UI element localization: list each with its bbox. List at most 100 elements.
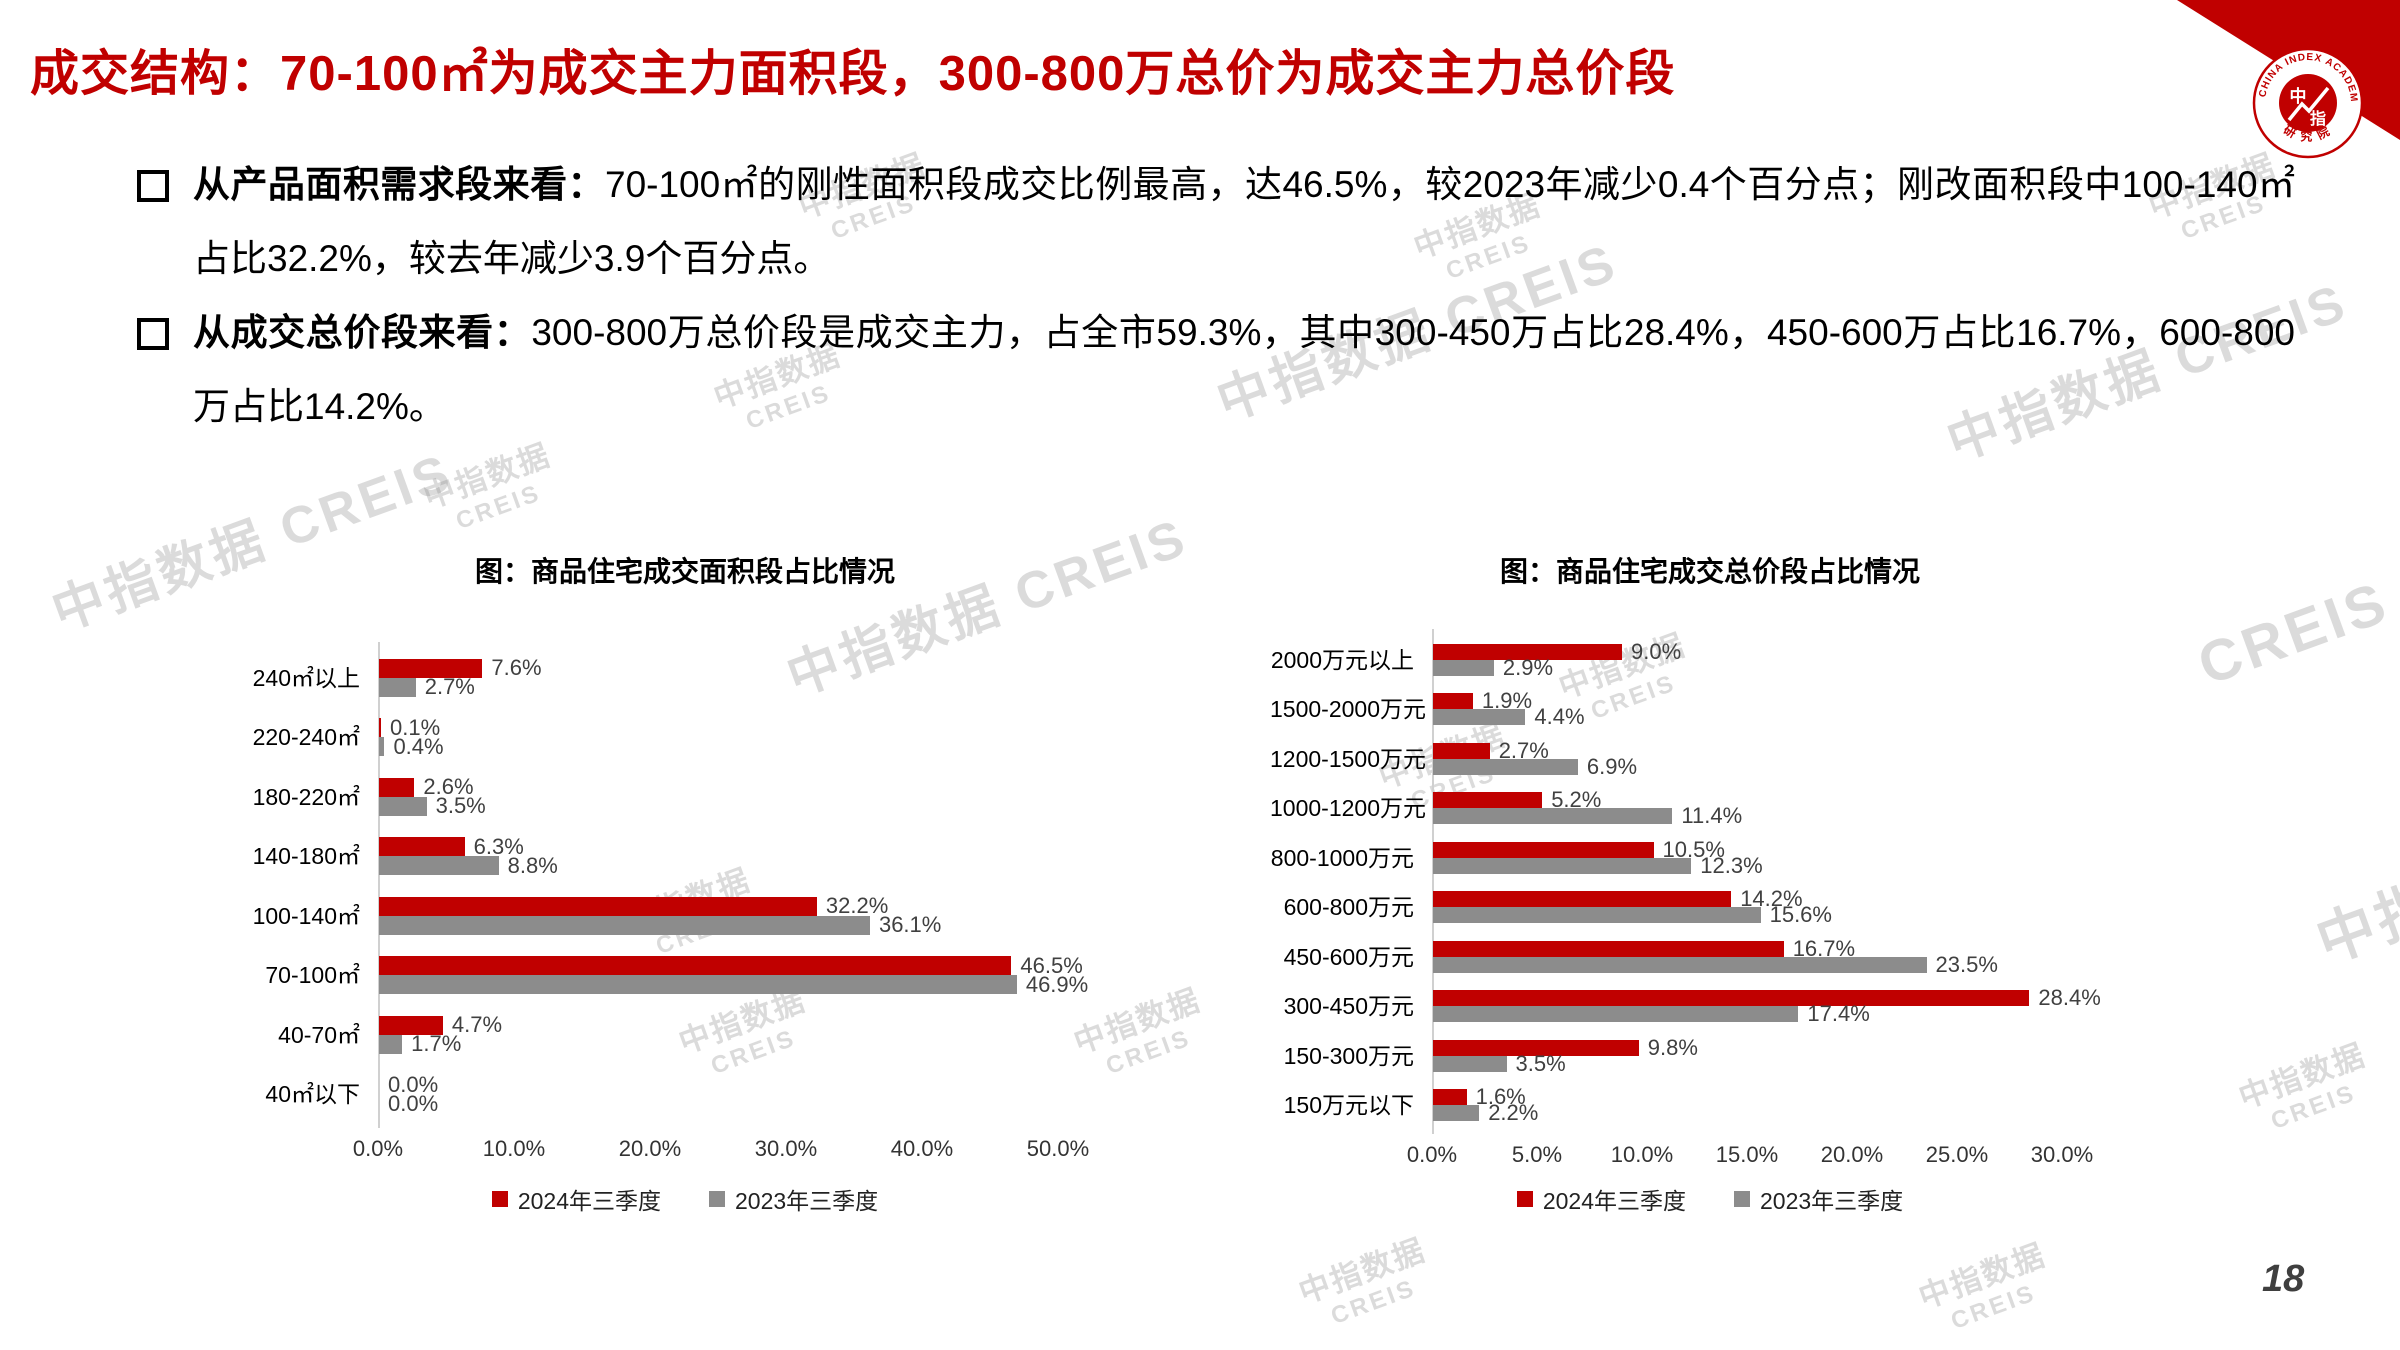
- bullet-area-demand: 从产品面积需求段来看：70-100㎡的刚性面积段成交比例最高，达46.5%，较2…: [135, 148, 2295, 296]
- category-label: 140-180㎡: [252, 843, 360, 870]
- value-label: 36.1%: [878, 912, 942, 938]
- value-label: 11.4%: [1681, 803, 1743, 829]
- value-label: 46.5%: [1020, 952, 1083, 978]
- bar-series2: [1433, 1055, 1507, 1072]
- bar-series2: [379, 975, 1017, 995]
- x-tick-label: 10.0%: [482, 1136, 546, 1161]
- bullet-lead: 从成交总价段来看：: [193, 312, 532, 353]
- category-label: 800-1000万元: [1270, 844, 1414, 871]
- value-label: 7.6%: [491, 655, 542, 681]
- x-tick-label: 20.0%: [618, 1136, 682, 1161]
- bar-series1: [1433, 1089, 1467, 1106]
- page-number: 18: [2262, 1258, 2305, 1300]
- bullet-lead: 从产品面积需求段来看：: [193, 164, 605, 205]
- x-tick-label: 0.0%: [1406, 1142, 1458, 1167]
- bar-series2: [379, 1034, 403, 1054]
- value-label: 17.4%: [1807, 1001, 1870, 1027]
- category-label: 1200-1500万元: [1270, 745, 1426, 772]
- bar-series2: [1433, 808, 1673, 825]
- china-index-academy-logo: CHINA INDEX ACADEMY 研 究 院 中 指: [2251, 46, 2364, 159]
- x-tick-label: 5.0%: [1511, 1142, 1563, 1167]
- value-label: 8.8%: [507, 852, 558, 878]
- value-label: 9.8%: [1647, 1034, 1698, 1060]
- bar-series2: [1433, 907, 1761, 924]
- value-label: 23.5%: [1935, 951, 1998, 977]
- category-label: 2000万元以上: [1270, 646, 1414, 673]
- value-label: 28.4%: [2038, 985, 2101, 1011]
- bar-series2: [1433, 659, 1494, 676]
- watermark-en: CREIS: [1947, 1279, 2040, 1335]
- bar-series1: [379, 718, 381, 738]
- value-label: 14.2%: [1740, 886, 1803, 912]
- value-label: 15.6%: [1769, 902, 1832, 928]
- legend-item: 2024年三季度: [491, 1182, 661, 1216]
- category-label: 70-100㎡: [265, 962, 360, 989]
- bar-series2: [1433, 758, 1578, 775]
- y-axis-line: [1432, 629, 1434, 1134]
- x-tick-label: 20.0%: [1820, 1142, 1884, 1167]
- chart-title: 图：商品住宅成交面积段占比情况: [474, 556, 895, 587]
- bar-series1: [1433, 1039, 1639, 1056]
- bar-series2: [1433, 956, 1927, 973]
- category-label: 150-300万元: [1283, 1042, 1414, 1069]
- watermark: 中指数据 CREIS: [2231, 1030, 2380, 1144]
- bar-series1: [379, 658, 483, 678]
- bar-series1: [379, 956, 1012, 976]
- bar-series1: [1433, 990, 2030, 1007]
- chart-area-segments: 图：商品住宅成交面积段占比情况 240㎡以上 7.6% 2.7% 220-240㎡ 0.…: [230, 540, 1140, 1250]
- value-label: 16.7%: [1792, 935, 1856, 961]
- value-label: 2.6%: [423, 774, 474, 800]
- category-label: 1500-2000万元: [1270, 696, 1426, 723]
- chart-price-segments: 图：商品住宅成交总价段占比情况 2000万元以上 9.0% 2.9% 1500-200…: [1270, 540, 2150, 1250]
- bar-series2: [379, 796, 427, 816]
- logo-char-zhi: 指: [2310, 109, 2326, 128]
- value-label: 10.5%: [1662, 836, 1725, 862]
- bar-series1: [1433, 643, 1622, 660]
- value-label: 12.3%: [1700, 852, 1763, 878]
- x-tick-label: 30.0%: [754, 1136, 818, 1161]
- value-label: 4.4%: [1534, 704, 1585, 730]
- value-label: 6.9%: [1586, 753, 1638, 779]
- legend-label: 2023年三季度: [735, 1188, 879, 1214]
- category-label: 100-140㎡: [252, 902, 360, 929]
- value-label: 3.5%: [435, 793, 486, 819]
- bar-series1: [379, 1015, 443, 1035]
- category-label: 40-70㎡: [278, 1021, 360, 1048]
- bullet-square-icon: [137, 170, 169, 202]
- chart-plot: 2000万元以上 9.0% 2.9% 1500-2000万元 1.9% 4.4% 1200-…: [1270, 540, 2150, 1250]
- x-tick-label: 50.0%: [1026, 1136, 1090, 1161]
- value-label: 0.0%: [388, 1071, 439, 1097]
- category-label: 180-220㎡: [252, 783, 360, 810]
- bar-series1: [379, 896, 817, 916]
- x-tick-label: 30.0%: [2030, 1142, 2094, 1167]
- watermark-en: CREIS: [2267, 1079, 2360, 1135]
- category-label: 450-600万元: [1283, 943, 1414, 970]
- value-label: 2.7%: [1498, 737, 1549, 763]
- chart-title: 图：商品住宅成交总价段占比情况: [1499, 556, 1920, 587]
- value-label: 6.3%: [473, 833, 524, 859]
- bar-series2: [1433, 1006, 1799, 1023]
- value-label: 46.9%: [1025, 971, 1089, 997]
- logo-ring-text-bottom: 研 究 院: [2281, 122, 2331, 143]
- chart-legend: 2024年三季度 2023年三季度: [230, 1182, 1140, 1216]
- watermark: 中指数据 CREIS: [416, 430, 565, 544]
- legend-item: 2023年三季度: [709, 1182, 878, 1216]
- watermark: CREIS: [2189, 569, 2398, 698]
- x-tick-label: 40.0%: [890, 1136, 954, 1161]
- bullet-square-icon: [137, 318, 169, 350]
- bullet-text: 300-800万总价段是成交主力，占全市59.3%，其中300-450万占比28…: [193, 312, 2296, 427]
- category-label: 240㎡以上: [252, 664, 360, 691]
- value-label: 1.7%: [411, 1031, 462, 1057]
- bar-series1: [1433, 742, 1490, 759]
- value-label: 2.7%: [424, 674, 475, 700]
- bar-series2: [1433, 857, 1692, 874]
- bullet-text: 70-100㎡的刚性面积段成交比例最高，达46.5%，较2023年减少0.4个百…: [193, 164, 2296, 279]
- bar-series2: [379, 737, 385, 757]
- legend-swatch: [491, 1191, 508, 1207]
- value-label: 32.2%: [825, 893, 889, 919]
- legend-label: 2024年三季度: [517, 1188, 661, 1214]
- value-label: 2.9%: [1502, 654, 1554, 680]
- bar-series1: [1433, 891, 1732, 908]
- value-label: 3.5%: [1515, 1050, 1566, 1076]
- value-label: 9.0%: [1631, 638, 1682, 664]
